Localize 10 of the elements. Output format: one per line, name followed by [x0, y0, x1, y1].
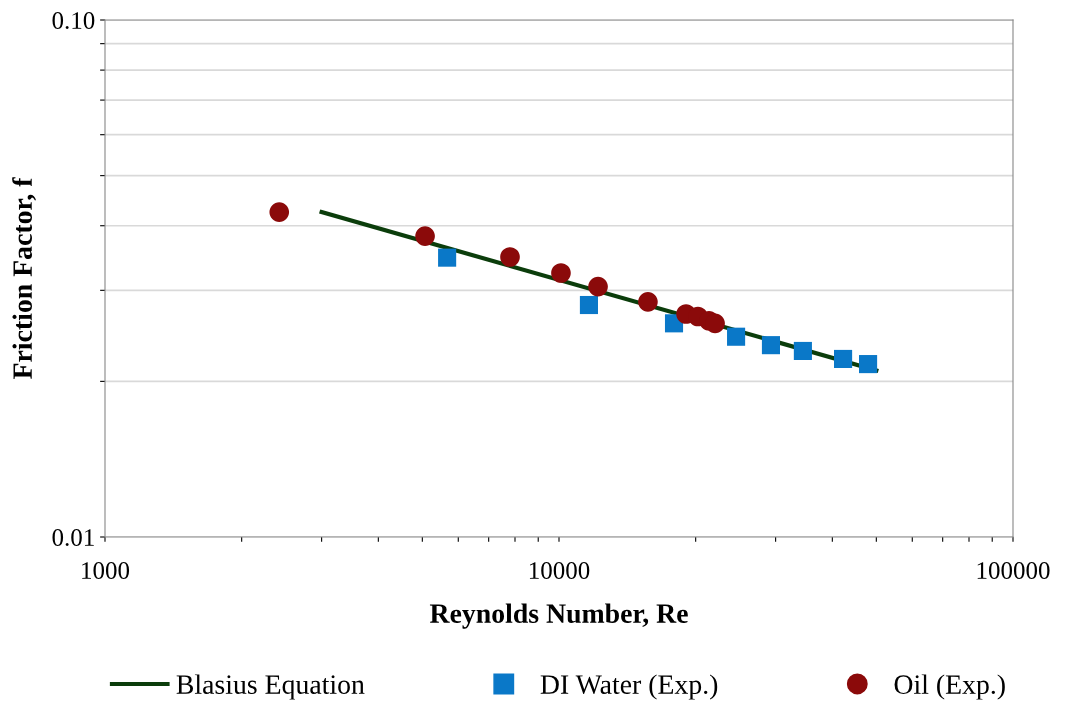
x-tick-label: 1000 — [82, 562, 130, 579]
legend-label: DI Water (Exp.) — [540, 674, 718, 700]
legend-label: Oil (Exp.) — [894, 674, 1005, 700]
x-tick-label: 100000 — [977, 562, 1050, 579]
x-axis-title: Reynolds Number, Re — [429, 603, 688, 629]
legend-label: Blasius Equation — [176, 674, 365, 700]
y-tick-label: 0.01 — [52, 529, 94, 547]
y-tick-label: 0.10 — [52, 12, 95, 30]
y-axis-title: Friction Factor, f — [12, 177, 37, 379]
x-tick-label: 10000 — [529, 562, 590, 579]
